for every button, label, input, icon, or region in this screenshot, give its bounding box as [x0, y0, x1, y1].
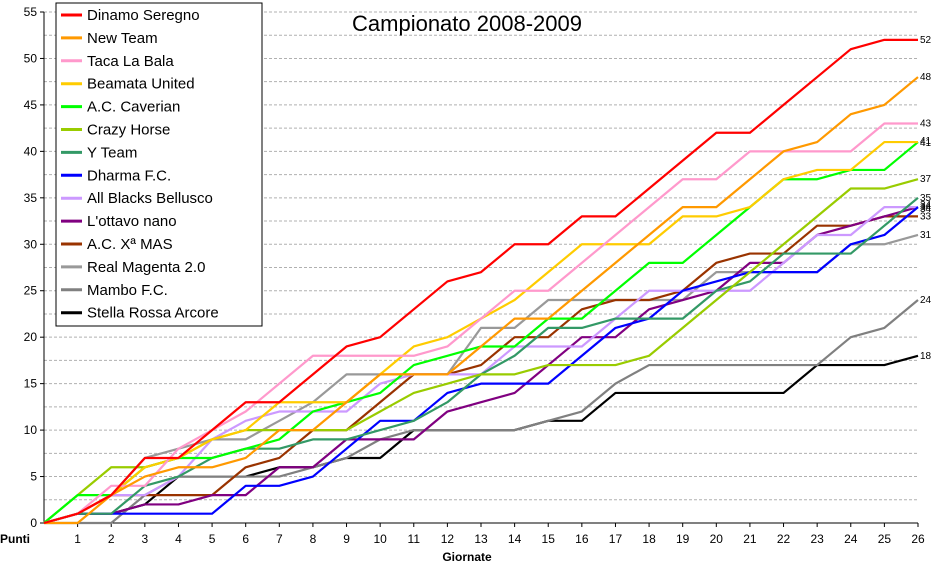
x-axis-label: Giornate: [442, 550, 492, 564]
x-tick-label: 20: [710, 532, 724, 546]
x-tick-label: 15: [542, 532, 556, 546]
series-line-mambo-f-c: [44, 299, 919, 525]
x-tick-label: 11: [408, 532, 421, 546]
end-label: 35: [920, 193, 932, 204]
end-label: 37: [920, 174, 932, 185]
y-tick-label: 55: [24, 5, 38, 19]
end-label: 34: [920, 200, 932, 211]
x-tick-label: 10: [373, 532, 387, 546]
x-tick-label: 8: [310, 532, 317, 546]
end-label: 34: [920, 202, 932, 213]
end-label: 48: [920, 72, 932, 83]
y-tick-label: 50: [24, 51, 38, 65]
end-label: 41: [920, 136, 932, 147]
y-tick-label: 40: [24, 144, 38, 158]
y-axis-label: Punti: [0, 532, 30, 546]
y-tick-labels: 0 5 10 15 20 25 30 35 40 45 50 55: [24, 5, 44, 530]
y-tick-label: 25: [24, 284, 38, 298]
x-tick-label: 14: [508, 532, 522, 546]
legend-label: Crazy Horse: [87, 122, 170, 139]
legend-label: Dharma F.C.: [87, 167, 171, 184]
end-label: 52: [920, 35, 932, 46]
chart-title: Campionato 2008-2009: [352, 11, 582, 36]
series-line-new-team: [44, 76, 919, 525]
legend-label: All Blacks Bellusco: [87, 190, 213, 207]
x-tick-label: 1: [74, 532, 81, 546]
series-line-dharma-f-c: [43, 206, 919, 525]
y-tick-label: 30: [24, 237, 38, 251]
legend-label: Mambo F.C.: [87, 282, 168, 299]
y-tick-label: 10: [24, 423, 38, 437]
x-tick-label: 5: [209, 532, 216, 546]
x-tick-label: 26: [911, 532, 925, 546]
x-tick-labels: 1 2 3 4 5 6 7 8 9 10 11 12 13 14 15 16 17 18 19 20 21 22 23 24 2…: [74, 523, 925, 546]
end-label: 34: [920, 204, 932, 215]
legend-label: Stella Rossa Arcore: [87, 305, 219, 322]
x-tick-label: 6: [242, 532, 249, 546]
legend-box: [55, 2, 263, 327]
end-label: 31: [920, 230, 932, 241]
end-label: 33: [920, 211, 932, 222]
x-tick-label: 22: [777, 532, 791, 546]
x-tick-label: 7: [276, 532, 283, 546]
legend-label: Dinamo Seregno: [87, 7, 200, 24]
x-tick-label: 9: [343, 532, 350, 546]
y-tick-label: 0: [30, 516, 37, 530]
end-label: 18: [920, 351, 932, 362]
x-tick-label: 3: [142, 532, 149, 546]
x-tick-label: 23: [810, 532, 824, 546]
x-tick-label: 18: [642, 532, 656, 546]
y-tick-label: 5: [30, 470, 37, 484]
series-line-dinamo-seregno: [43, 38, 918, 525]
x-tick-label: 16: [575, 532, 589, 546]
y-tick-label: 35: [24, 191, 38, 205]
legend-label: Real Magenta 2.0: [87, 259, 205, 276]
legend-label: A.C. Caverian: [87, 99, 180, 116]
x-tick-label: 21: [743, 532, 757, 546]
legend-label: New Team: [87, 30, 158, 47]
x-tick-label: 4: [175, 532, 182, 546]
x-tick-label: 13: [474, 532, 488, 546]
x-tick-label: 2: [108, 532, 115, 546]
legend-label: Taca La Bala: [87, 53, 174, 70]
y-tick-label: 20: [24, 330, 38, 344]
series-lines: [43, 38, 919, 525]
x-tick-label: 19: [676, 532, 690, 546]
series-line-taca-la-bala: [43, 122, 918, 525]
legend-label: L'ottavo nano: [87, 213, 177, 230]
legend-label: Y Team: [87, 144, 137, 161]
end-label: 41: [920, 138, 932, 149]
y-tick-label: 15: [24, 377, 38, 391]
legend: Dinamo Seregno New Team Taca La Bala Beamat…: [55, 2, 263, 327]
y-tick-label: 45: [24, 98, 38, 112]
end-label: 24: [920, 295, 932, 306]
x-tick-label: 17: [609, 532, 623, 546]
legend-label: A.C. Xª MAS: [87, 236, 173, 253]
x-tick-label: 12: [441, 532, 455, 546]
x-tick-label: 25: [878, 532, 892, 546]
legend-label: Beamata United: [87, 76, 195, 93]
end-label: 43: [920, 118, 932, 129]
x-tick-label: 24: [844, 532, 858, 546]
